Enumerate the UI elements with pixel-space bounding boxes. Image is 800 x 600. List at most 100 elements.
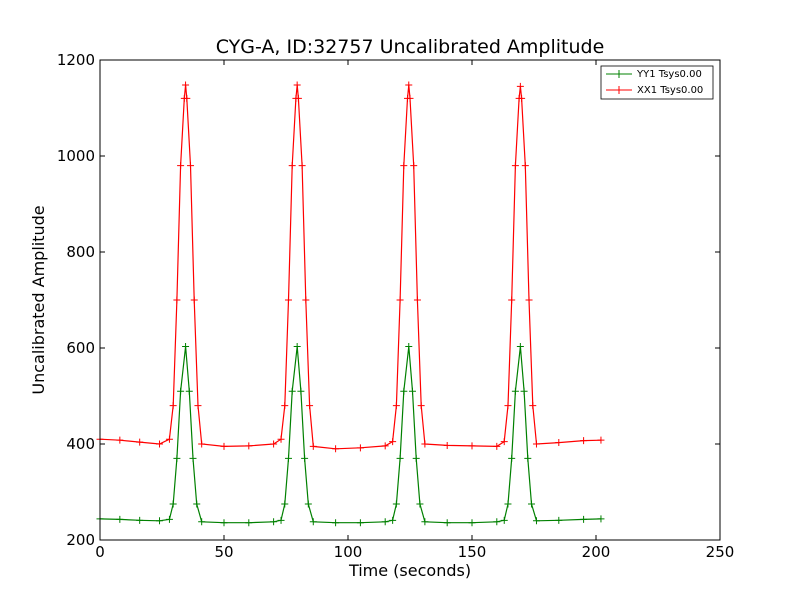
data-point-yy1 [504, 500, 512, 508]
data-point-xx1 [356, 444, 364, 452]
data-point-yy1 [500, 516, 508, 524]
data-point-xx1 [555, 439, 563, 447]
data-point-xx1 [332, 445, 340, 453]
x-tick-label: 50 [214, 543, 233, 561]
data-point-yy1 [528, 500, 536, 508]
data-point-xx1 [417, 402, 425, 410]
data-point-yy1 [245, 519, 253, 527]
data-point-yy1 [524, 454, 532, 462]
data-point-xx1 [529, 402, 537, 410]
data-point-yy1 [412, 454, 420, 462]
data-point-xx1 [187, 162, 195, 170]
data-point-xx1 [183, 94, 191, 102]
chart-title: CYG-A, ID:32757 Uncalibrated Amplitude [216, 36, 605, 58]
data-point-xx1 [169, 402, 177, 410]
data-point-xx1 [194, 402, 202, 410]
data-point-yy1 [520, 387, 528, 395]
series-yy1 [96, 343, 605, 527]
data-point-xx1 [410, 162, 418, 170]
data-point-xx1 [302, 296, 310, 304]
x-tick-label: 0 [95, 543, 105, 561]
data-point-xx1 [277, 435, 285, 443]
data-point-yy1 [580, 515, 588, 523]
data-point-yy1 [508, 454, 516, 462]
data-point-yy1 [288, 387, 296, 395]
y-tick-label: 1000 [57, 147, 95, 165]
data-point-yy1 [116, 515, 124, 523]
data-point-xx1 [294, 94, 302, 102]
y-tick-label: 200 [66, 531, 95, 549]
legend-label-xx1: XX1 Tsys0.00 [637, 85, 703, 96]
data-point-xx1 [500, 438, 508, 446]
y-axis-label: Uncalibrated Amplitude [29, 205, 48, 394]
data-point-yy1 [421, 518, 429, 526]
data-point-yy1 [332, 519, 340, 527]
y-tick-label: 800 [66, 243, 95, 261]
data-point-yy1 [400, 387, 408, 395]
data-point-xx1 [468, 442, 476, 450]
data-point-yy1 [532, 517, 540, 525]
plot-frame [99, 59, 721, 541]
ticks-layer: 0 50 100 150 200 250 200 400 600 800 1000 1200 [57, 51, 735, 561]
series-line-yy1 [99, 346, 602, 524]
data-point-yy1 [136, 516, 144, 524]
data-point-yy1 [193, 500, 201, 508]
data-point-yy1 [301, 454, 309, 462]
data-point-yy1 [516, 343, 524, 351]
data-point-xx1 [165, 435, 173, 443]
data-point-yy1 [156, 517, 164, 525]
data-point-xx1 [198, 440, 206, 448]
y-tick-label: 400 [66, 435, 95, 453]
legend-label-yy1: YY1 Tsys0.00 [636, 69, 702, 80]
data-point-yy1 [381, 518, 389, 526]
x-tick-label: 100 [334, 543, 363, 561]
data-point-xx1 [493, 442, 501, 450]
x-tick-label: 150 [458, 543, 487, 561]
data-point-xx1 [288, 162, 296, 170]
data-point-yy1 [185, 387, 193, 395]
data-point-xx1 [293, 81, 301, 89]
data-point-yy1 [189, 454, 197, 462]
data-point-yy1 [493, 518, 501, 526]
data-point-yy1 [182, 343, 190, 351]
data-point-xx1 [298, 162, 306, 170]
y-tick-label: 1200 [57, 51, 95, 69]
data-point-xx1 [309, 442, 317, 450]
data-point-xx1 [518, 94, 526, 102]
data-point-yy1 [405, 343, 413, 351]
data-point-yy1 [220, 519, 228, 527]
y-tick-label: 600 [66, 339, 95, 357]
data-point-yy1 [284, 454, 292, 462]
data-point-xx1 [597, 436, 605, 444]
data-point-xx1 [281, 402, 289, 410]
legend-box [600, 65, 714, 100]
data-point-yy1 [408, 387, 416, 395]
data-point-xx1 [521, 162, 529, 170]
data-point-xx1 [284, 296, 292, 304]
data-point-xx1 [532, 440, 540, 448]
data-point-yy1 [277, 516, 285, 524]
legend-marker-xx1 [615, 86, 623, 94]
data-point-xx1 [405, 81, 413, 89]
data-point-xx1 [381, 442, 389, 450]
data-point-xx1 [508, 296, 516, 304]
data-point-xx1 [182, 81, 190, 89]
legend: YY1 Tsys0.00 XX1 Tsys0.00 [600, 65, 714, 100]
data-point-yy1 [597, 515, 605, 523]
data-point-yy1 [173, 454, 181, 462]
series-xx1 [96, 81, 605, 453]
data-point-yy1 [468, 519, 476, 527]
data-point-xx1 [511, 162, 519, 170]
x-tick-label: 200 [582, 543, 611, 561]
data-point-yy1 [177, 387, 185, 395]
data-point-yy1 [511, 387, 519, 395]
x-tick-label: 250 [706, 543, 735, 561]
data-point-xx1 [443, 441, 451, 449]
data-point-xx1 [190, 296, 198, 304]
data-point-yy1 [169, 500, 177, 508]
data-point-yy1 [356, 519, 364, 527]
data-point-xx1 [516, 82, 524, 90]
data-point-xx1 [245, 442, 253, 450]
data-point-xx1 [392, 402, 400, 410]
